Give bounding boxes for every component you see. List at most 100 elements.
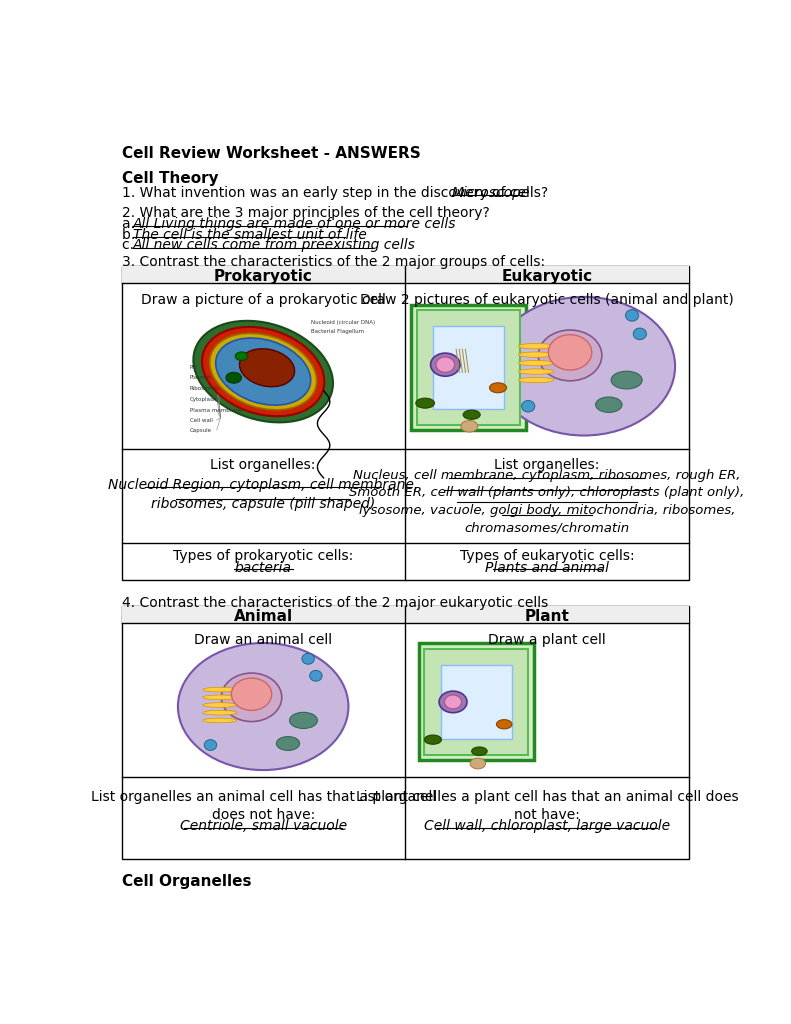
Ellipse shape (232, 678, 271, 711)
Text: 3. Contrast the characteristics of the 2 major groups of cells:: 3. Contrast the characteristics of the 2… (122, 255, 545, 269)
Ellipse shape (202, 711, 237, 715)
Text: Cytoplasm: Cytoplasm (190, 397, 219, 401)
Bar (425, 649, 528, 755)
Ellipse shape (290, 713, 317, 728)
Ellipse shape (539, 330, 602, 381)
Ellipse shape (216, 338, 311, 406)
Ellipse shape (518, 360, 554, 366)
Text: Plants and animal: Plants and animal (485, 561, 609, 575)
Ellipse shape (226, 373, 241, 383)
Ellipse shape (240, 349, 294, 387)
Ellipse shape (204, 739, 217, 751)
Text: Draw 2 pictures of eukaryotic cells (animal and plant): Draw 2 pictures of eukaryotic cells (ani… (360, 293, 734, 307)
Bar (122, 606, 689, 859)
Text: List organelles:: List organelles: (494, 458, 600, 472)
Ellipse shape (276, 736, 300, 751)
Text: a.: a. (122, 217, 139, 230)
Ellipse shape (493, 297, 675, 435)
Text: Cell Theory: Cell Theory (122, 171, 219, 185)
Ellipse shape (518, 352, 554, 357)
Ellipse shape (235, 352, 248, 360)
Ellipse shape (548, 335, 592, 370)
Text: Capsule: Capsule (190, 428, 211, 433)
Text: Plasma membrane: Plasma membrane (190, 408, 242, 413)
Text: List organelles an animal cell has that a plant cell
does not have:: List organelles an animal cell has that … (90, 790, 436, 822)
Bar (441, 665, 512, 739)
Text: 1. What invention was an early step in the discovery of cells?: 1. What invention was an early step in t… (122, 186, 548, 200)
Ellipse shape (202, 327, 324, 416)
Bar (122, 266, 689, 581)
Text: 2. What are the 3 major principles of the cell theory?: 2. What are the 3 major principles of th… (122, 206, 490, 220)
Ellipse shape (596, 397, 622, 413)
Text: Nucleoid Region, cytoplasm, cell membrane,
ribosomes, capsule (pill shaped): Nucleoid Region, cytoplasm, cell membran… (108, 478, 418, 511)
Ellipse shape (521, 400, 535, 412)
Ellipse shape (611, 372, 642, 389)
Ellipse shape (202, 687, 237, 692)
Bar (405, 266, 689, 283)
Ellipse shape (634, 328, 646, 340)
Ellipse shape (202, 695, 237, 699)
Text: c.: c. (122, 239, 138, 252)
Text: List organelles a plant cell has that an animal cell does
not have:: List organelles a plant cell has that an… (355, 790, 738, 822)
Ellipse shape (425, 735, 441, 744)
Ellipse shape (463, 410, 480, 420)
Ellipse shape (309, 671, 322, 681)
Text: Cell Organelles: Cell Organelles (122, 874, 252, 890)
Text: Bacterial Flagellum: Bacterial Flagellum (311, 329, 365, 334)
Bar (122, 606, 405, 624)
Text: Cell wall, chloroplast, large vacuole: Cell wall, chloroplast, large vacuole (424, 819, 670, 833)
Text: Animal: Animal (233, 609, 293, 624)
Text: Microscope: Microscope (452, 186, 530, 200)
Ellipse shape (626, 309, 638, 322)
Text: b.: b. (122, 227, 140, 242)
Text: 4. Contrast the characteristics of the 2 major eukaryotic cells: 4. Contrast the characteristics of the 2… (122, 596, 548, 609)
Ellipse shape (445, 695, 462, 709)
Ellipse shape (202, 718, 237, 723)
Text: Cell wall: Cell wall (190, 418, 213, 423)
Ellipse shape (302, 653, 314, 665)
Bar (405, 606, 689, 624)
Ellipse shape (221, 673, 282, 722)
Text: Types of eukaryotic cells:: Types of eukaryotic cells: (460, 549, 634, 563)
Ellipse shape (470, 758, 486, 769)
Ellipse shape (518, 369, 554, 375)
Ellipse shape (490, 383, 506, 393)
Text: Centriole, small vacuole: Centriole, small vacuole (180, 819, 346, 833)
Ellipse shape (178, 643, 348, 770)
Text: All Living things are made of one or more cells: All Living things are made of one or mor… (133, 217, 456, 230)
Text: Plant: Plant (524, 609, 570, 624)
Ellipse shape (193, 321, 333, 422)
Bar (122, 266, 405, 283)
Ellipse shape (518, 343, 554, 349)
Text: Plasmid: Plasmid (190, 375, 211, 380)
Text: bacteria: bacteria (235, 561, 292, 575)
Text: Draw a picture of a prokaryotic cell: Draw a picture of a prokaryotic cell (141, 293, 386, 307)
Text: Nucleoid (circular DNA): Nucleoid (circular DNA) (311, 319, 376, 325)
Bar (411, 304, 526, 430)
Text: The cell is the smallest unit of life: The cell is the smallest unit of life (133, 227, 367, 242)
Ellipse shape (202, 702, 237, 708)
Text: Eukaryotic: Eukaryotic (501, 268, 592, 284)
Bar (433, 327, 504, 409)
Ellipse shape (416, 398, 434, 409)
Ellipse shape (436, 357, 455, 373)
Text: Prokaryotic: Prokaryotic (214, 268, 312, 284)
Ellipse shape (461, 421, 478, 432)
Bar (419, 643, 534, 761)
Text: Draw an animal cell: Draw an animal cell (194, 634, 332, 647)
Text: Pili: Pili (190, 365, 197, 370)
Ellipse shape (430, 353, 460, 376)
Text: Draw a plant cell: Draw a plant cell (488, 634, 606, 647)
Ellipse shape (471, 746, 487, 756)
Text: Ribosomes: Ribosomes (190, 386, 220, 391)
Text: All new cells come from preexisting cells: All new cells come from preexisting cell… (133, 239, 416, 252)
Ellipse shape (518, 378, 554, 383)
Bar (417, 310, 520, 425)
Ellipse shape (439, 691, 467, 713)
Text: List organelles:: List organelles: (210, 458, 316, 472)
Text: Nucleus, cell membrane, cytoplasm, ribosomes, rough ER,
Smooth ER, cell wall (pl: Nucleus, cell membrane, cytoplasm, ribos… (349, 469, 744, 535)
Text: Types of prokaryotic cells:: Types of prokaryotic cells: (173, 549, 354, 563)
Text: Cell Review Worksheet - ANSWERS: Cell Review Worksheet - ANSWERS (122, 146, 421, 161)
Ellipse shape (210, 333, 316, 410)
Ellipse shape (497, 720, 512, 729)
